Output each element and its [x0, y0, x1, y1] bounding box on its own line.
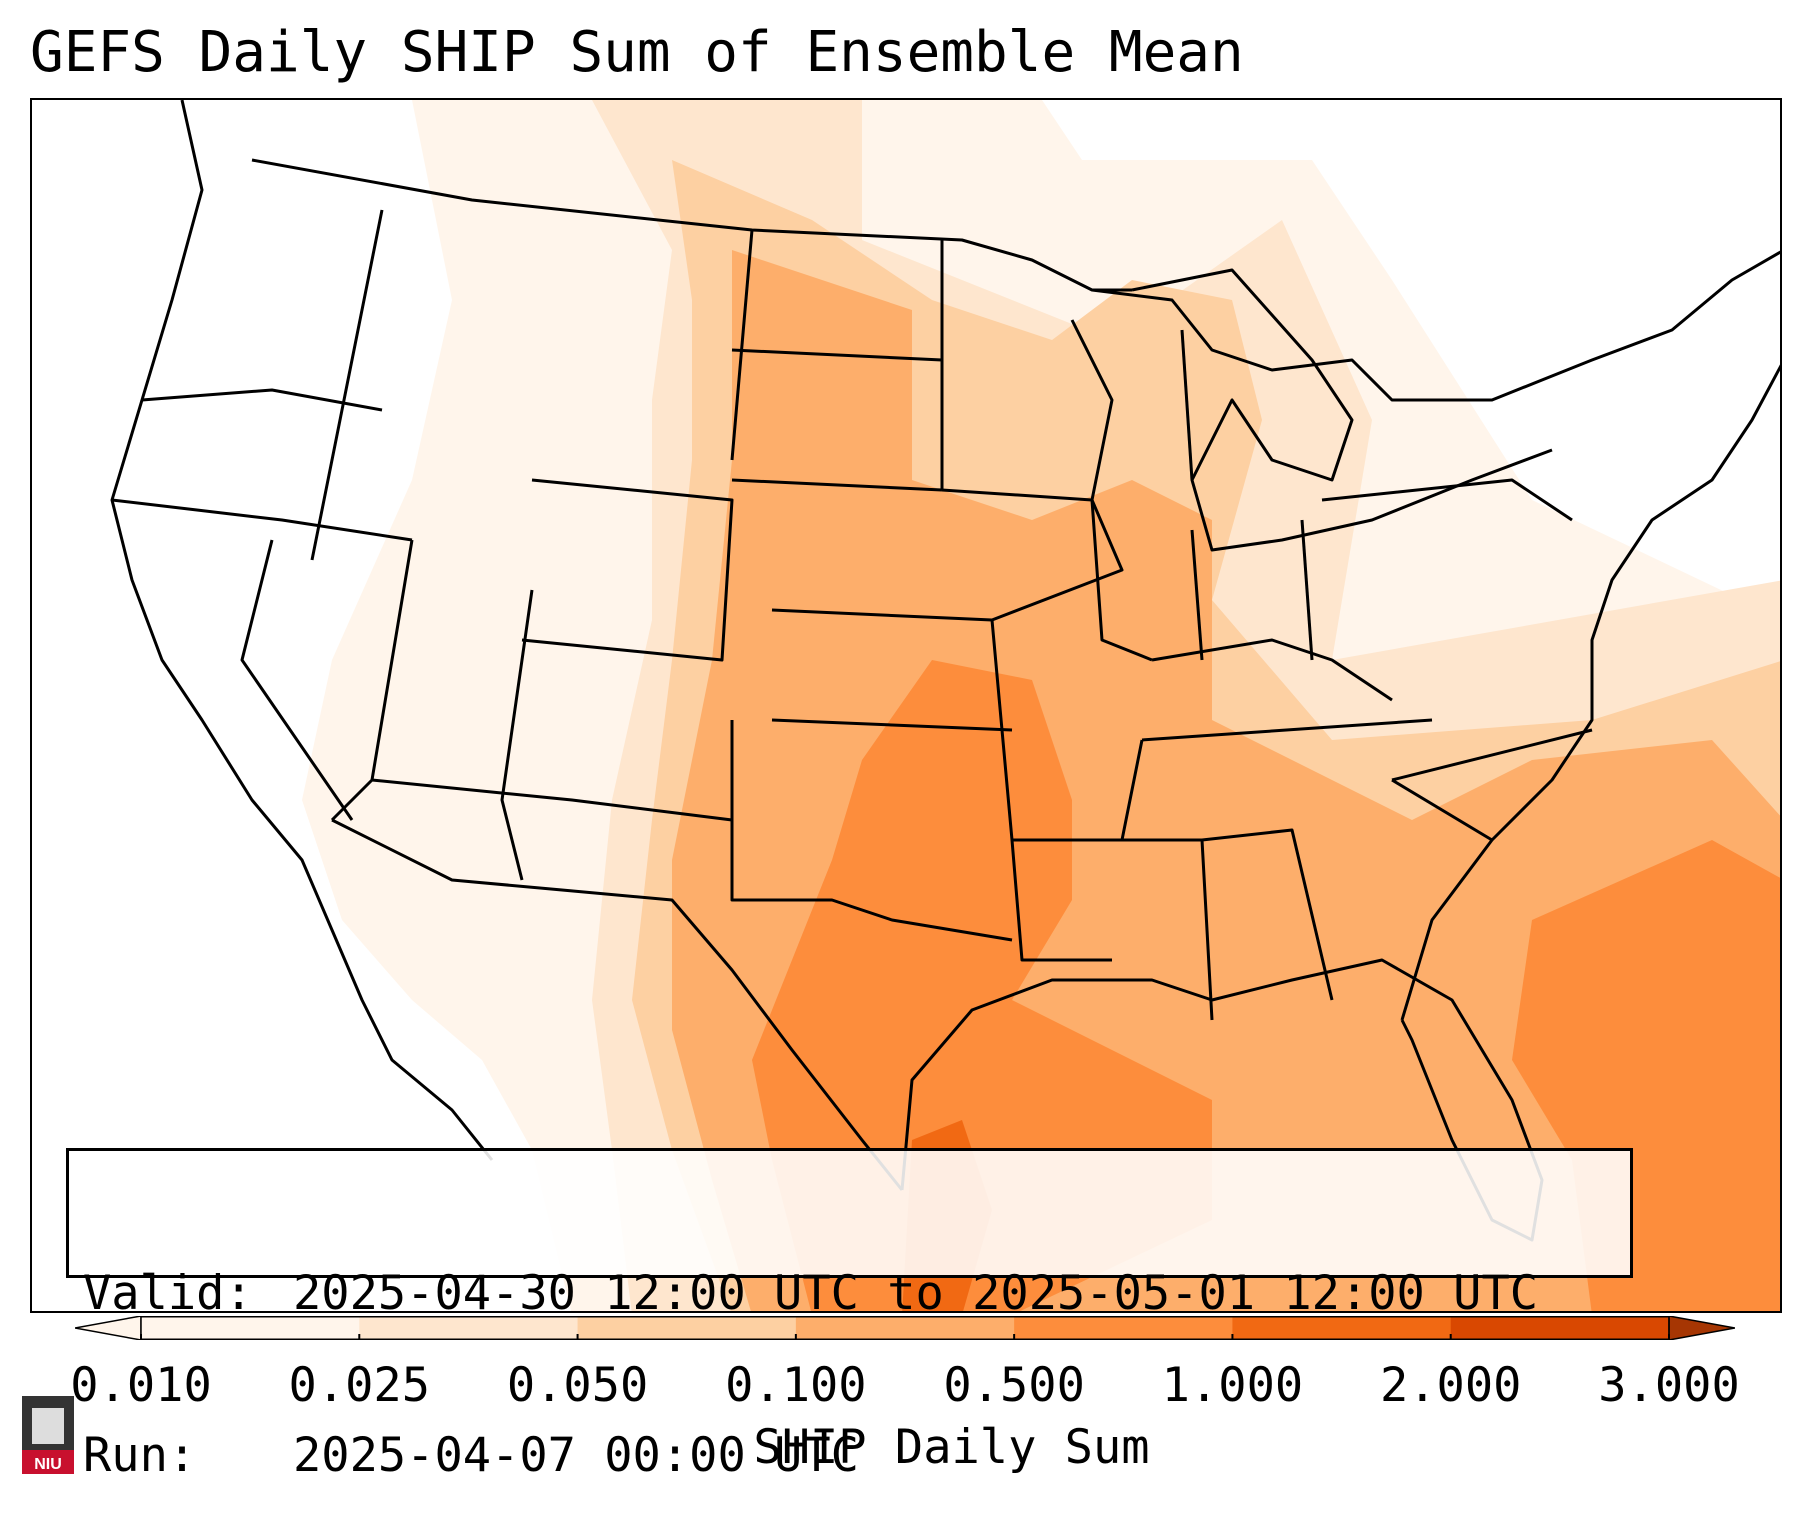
- colorbar-segment: [141, 1316, 360, 1340]
- colorbar-tick-label: 2.000: [1379, 1358, 1522, 1413]
- border-sd-ne: [731, 478, 943, 492]
- border-ky: [1151, 638, 1393, 702]
- colorbar-tick-label: 0.100: [725, 1358, 867, 1413]
- colorbar-tick-label: 3.000: [1598, 1358, 1740, 1413]
- run-row: Run: 2025-04-07 00:00 UTC: [83, 1429, 1616, 1483]
- colorbar-tick-label: 0.500: [943, 1358, 1085, 1413]
- border-north-central: [1091, 250, 1780, 402]
- border-az-nm: [371, 778, 733, 822]
- colorbar-label: SHIP Daily Sum: [753, 1420, 1150, 1475]
- colorbar-extend-high: [1668, 1316, 1735, 1340]
- border-tn: [1141, 718, 1433, 742]
- border-ar-la: [1010, 839, 1112, 962]
- border-ok-tx: [730, 720, 1013, 942]
- border-in-oh: [1190, 529, 1204, 661]
- valid-label: Valid:: [83, 1266, 253, 1321]
- border-pa-ny: [1321, 478, 1573, 522]
- ship-shading: [302, 100, 1780, 1311]
- colorbar-segment: [577, 1316, 797, 1340]
- map-title: GEFS Daily SHIP Sum of Ensemble Mean: [30, 20, 1244, 85]
- border-ia-mo: [941, 488, 1124, 622]
- border-mexico: [331, 818, 904, 1191]
- niu-logo: NIU: [22, 1396, 74, 1474]
- border-nd-sd: [731, 348, 943, 362]
- colorbar: [75, 1316, 1735, 1340]
- valid-value: 2025-04-30 12:00 UTC to 2025-05-01 12:00…: [293, 1266, 1539, 1321]
- border-va-nc: [1391, 728, 1593, 782]
- border-wa-or: [141, 388, 383, 412]
- border-ne-ks: [771, 608, 993, 622]
- border-oh-pa: [1300, 519, 1314, 661]
- colorbar-segment: [359, 1316, 579, 1340]
- border-al-ga: [1201, 828, 1334, 1001]
- great-lakes: [1131, 268, 1553, 552]
- border-id-mt: [310, 209, 384, 561]
- border-nc-sc: [1391, 778, 1493, 842]
- colorbar-segment: [1232, 1316, 1452, 1340]
- colorbar-border: [140, 1316, 1670, 1340]
- state-borders: [110, 100, 1780, 1242]
- colorbar-segment: [1450, 1316, 1670, 1340]
- logo-text: NIU: [34, 1456, 62, 1473]
- border-il-in: [1090, 499, 1153, 662]
- run-label: Run:: [83, 1428, 197, 1483]
- colorbar-tick-label: 0.010: [70, 1358, 212, 1413]
- border-mo-ar: [990, 619, 1144, 842]
- map-canvas: [110, 100, 1780, 1311]
- border-ut-co: [500, 589, 534, 881]
- border-wi: [1070, 319, 1114, 501]
- coastline-east: [1400, 364, 1780, 1021]
- coastline-west: [110, 100, 494, 1161]
- border-ks-ok: [771, 718, 1013, 732]
- colorbar-segment: [795, 1316, 1015, 1340]
- colorbar-tick-labels: 0.010 0.025 0.050 0.100 0.500 1.000 2.000 3.000: [0, 1358, 1803, 1418]
- validity-info-box: Valid: 2025-04-30 12:00 UTC to 2025-05-0…: [66, 1148, 1633, 1483]
- colorbar-tick-label: 1.000: [1161, 1358, 1304, 1413]
- map-panel: [30, 98, 1782, 1313]
- valid-row: Valid: 2025-04-30 12:00 UTC to 2025-05-0…: [83, 1267, 1616, 1321]
- colorbar-extend-low: [75, 1316, 142, 1340]
- border-mt-nd: [730, 229, 754, 461]
- run-value: 2025-04-07 00:00 UTC: [293, 1428, 859, 1483]
- colorbar-segment: [1014, 1316, 1233, 1340]
- border-mi: [1180, 329, 1194, 481]
- border-or-ca: [111, 498, 413, 542]
- colorbar-tick-label: 0.050: [506, 1358, 649, 1413]
- border-wy: [521, 478, 734, 662]
- border-nv-ca: [240, 539, 354, 821]
- colorbar-tick-label: 0.025: [288, 1358, 431, 1413]
